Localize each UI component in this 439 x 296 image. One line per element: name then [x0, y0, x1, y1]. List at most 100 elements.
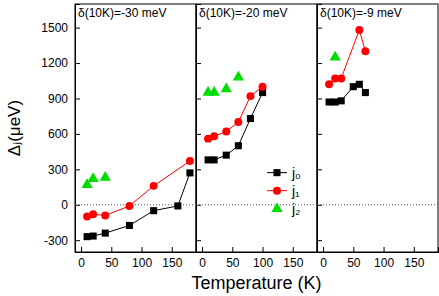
- x-tick-mark: [414, 247, 415, 252]
- x-tick-mark: [202, 247, 203, 252]
- x-tick: 0: [320, 247, 327, 270]
- x-tick: 150: [404, 247, 424, 270]
- y-tick-mark: [75, 134, 80, 135]
- point: [89, 210, 97, 218]
- x-tick-label: 100: [374, 256, 394, 270]
- y-tick-label: 600: [48, 127, 68, 141]
- y-tick: 0: [61, 198, 80, 212]
- point: [361, 47, 369, 55]
- y-tick: [317, 63, 322, 64]
- x-tick-mark: [111, 247, 112, 252]
- x-tick-label: 150: [404, 256, 424, 270]
- y-tick: [317, 28, 322, 29]
- x-tick: 50: [226, 247, 240, 270]
- point: [186, 157, 194, 165]
- point: [233, 71, 244, 81]
- x-tick: 100: [374, 247, 394, 270]
- y-tick-mark: [317, 98, 322, 99]
- zero-line: [317, 204, 438, 205]
- x-tick-label: 0: [78, 256, 85, 270]
- x-axis: 0 50 100 150: [318, 247, 439, 270]
- x-tick-mark: [353, 247, 354, 252]
- y-tick-mark: [196, 240, 201, 241]
- point: [235, 142, 242, 149]
- point: [150, 182, 158, 190]
- x-tick-label: 0: [199, 256, 206, 270]
- x-tick-label: 150: [283, 256, 303, 270]
- point: [126, 222, 133, 229]
- y-tick-label: 300: [48, 163, 68, 177]
- y-tick-mark: [75, 98, 80, 99]
- panel-title: δ(10K)=-30 meV: [78, 6, 166, 20]
- panel: 0 50 100 150 δ(10K)=-9 meV: [317, 4, 439, 270]
- y-tick-mark: [317, 240, 322, 241]
- y-axis-line: [318, 5, 323, 253]
- plot-area: [81, 157, 193, 240]
- point: [88, 172, 99, 182]
- x-tick-mark: [263, 247, 264, 252]
- legend-marker: [273, 187, 281, 195]
- point: [355, 26, 363, 34]
- x-tick-label: 150: [162, 256, 182, 270]
- point: [209, 86, 220, 96]
- series-line: [208, 87, 262, 139]
- point: [210, 132, 218, 140]
- x-tick: 150: [162, 247, 182, 270]
- panel-title: δ(10K)=-20 meV: [199, 6, 287, 20]
- point: [338, 97, 345, 104]
- point: [223, 152, 230, 159]
- y-tick-label: -300: [44, 234, 68, 248]
- y-tick-mark: [75, 28, 80, 29]
- plot-area: [202, 71, 266, 164]
- y-tick-label: 1200: [41, 56, 68, 70]
- point: [326, 98, 333, 105]
- x-tick-mark: [172, 247, 173, 252]
- x-tick: 50: [105, 247, 119, 270]
- y-tick: [196, 28, 201, 29]
- y-axis: -300030060090012001500: [41, 5, 80, 253]
- y-tick-mark: [317, 63, 322, 64]
- point: [247, 115, 254, 122]
- y-tick-mark: [196, 63, 201, 64]
- x-tick: 100: [253, 247, 273, 270]
- point: [325, 80, 333, 88]
- series-line: [329, 30, 365, 84]
- point: [205, 156, 212, 163]
- x-axis: 0 50 100 150: [197, 247, 318, 270]
- x-axis: 050100150: [76, 247, 197, 270]
- point: [337, 74, 345, 82]
- y-tick-mark: [317, 169, 322, 170]
- x-tick-label: 0: [320, 256, 327, 270]
- x-tick-mark: [323, 247, 324, 252]
- y-tick-mark: [317, 28, 322, 29]
- point: [100, 171, 111, 181]
- y-tick: [317, 98, 322, 99]
- point: [246, 92, 254, 100]
- legend-label: j₂: [291, 201, 301, 217]
- chart: 050100150-300030060090012001500δ(10K)=-3…: [0, 0, 439, 296]
- y-axis: [317, 5, 322, 253]
- y-tick: [196, 134, 201, 135]
- point: [332, 98, 339, 105]
- x-tick-mark: [232, 247, 233, 252]
- plot-area: [325, 26, 369, 106]
- panel: 050100150δ(10K)=-20 meVj₀j₁j₂: [196, 4, 318, 270]
- x-tick-label: 50: [347, 256, 361, 270]
- y-tick: 1200: [41, 56, 80, 70]
- point: [356, 81, 363, 88]
- y-tick-mark: [196, 134, 201, 135]
- x-tick-label: 100: [253, 256, 273, 270]
- y-tick-mark: [75, 169, 80, 170]
- y-tick-mark: [196, 98, 201, 99]
- y-tick-mark: [317, 134, 322, 135]
- x-tick-label: 50: [105, 256, 119, 270]
- point: [234, 118, 242, 126]
- point: [101, 211, 109, 219]
- y-tick-label: 1500: [41, 21, 68, 35]
- y-tick-mark: [75, 240, 80, 241]
- panel-title: δ(10K)=-9 meV: [320, 6, 402, 20]
- series-line: [208, 93, 262, 160]
- panel: 050100150-300030060090012001500δ(10K)=-3…: [41, 4, 196, 270]
- y-tick: [317, 240, 322, 241]
- legend-label: j₀: [291, 165, 301, 181]
